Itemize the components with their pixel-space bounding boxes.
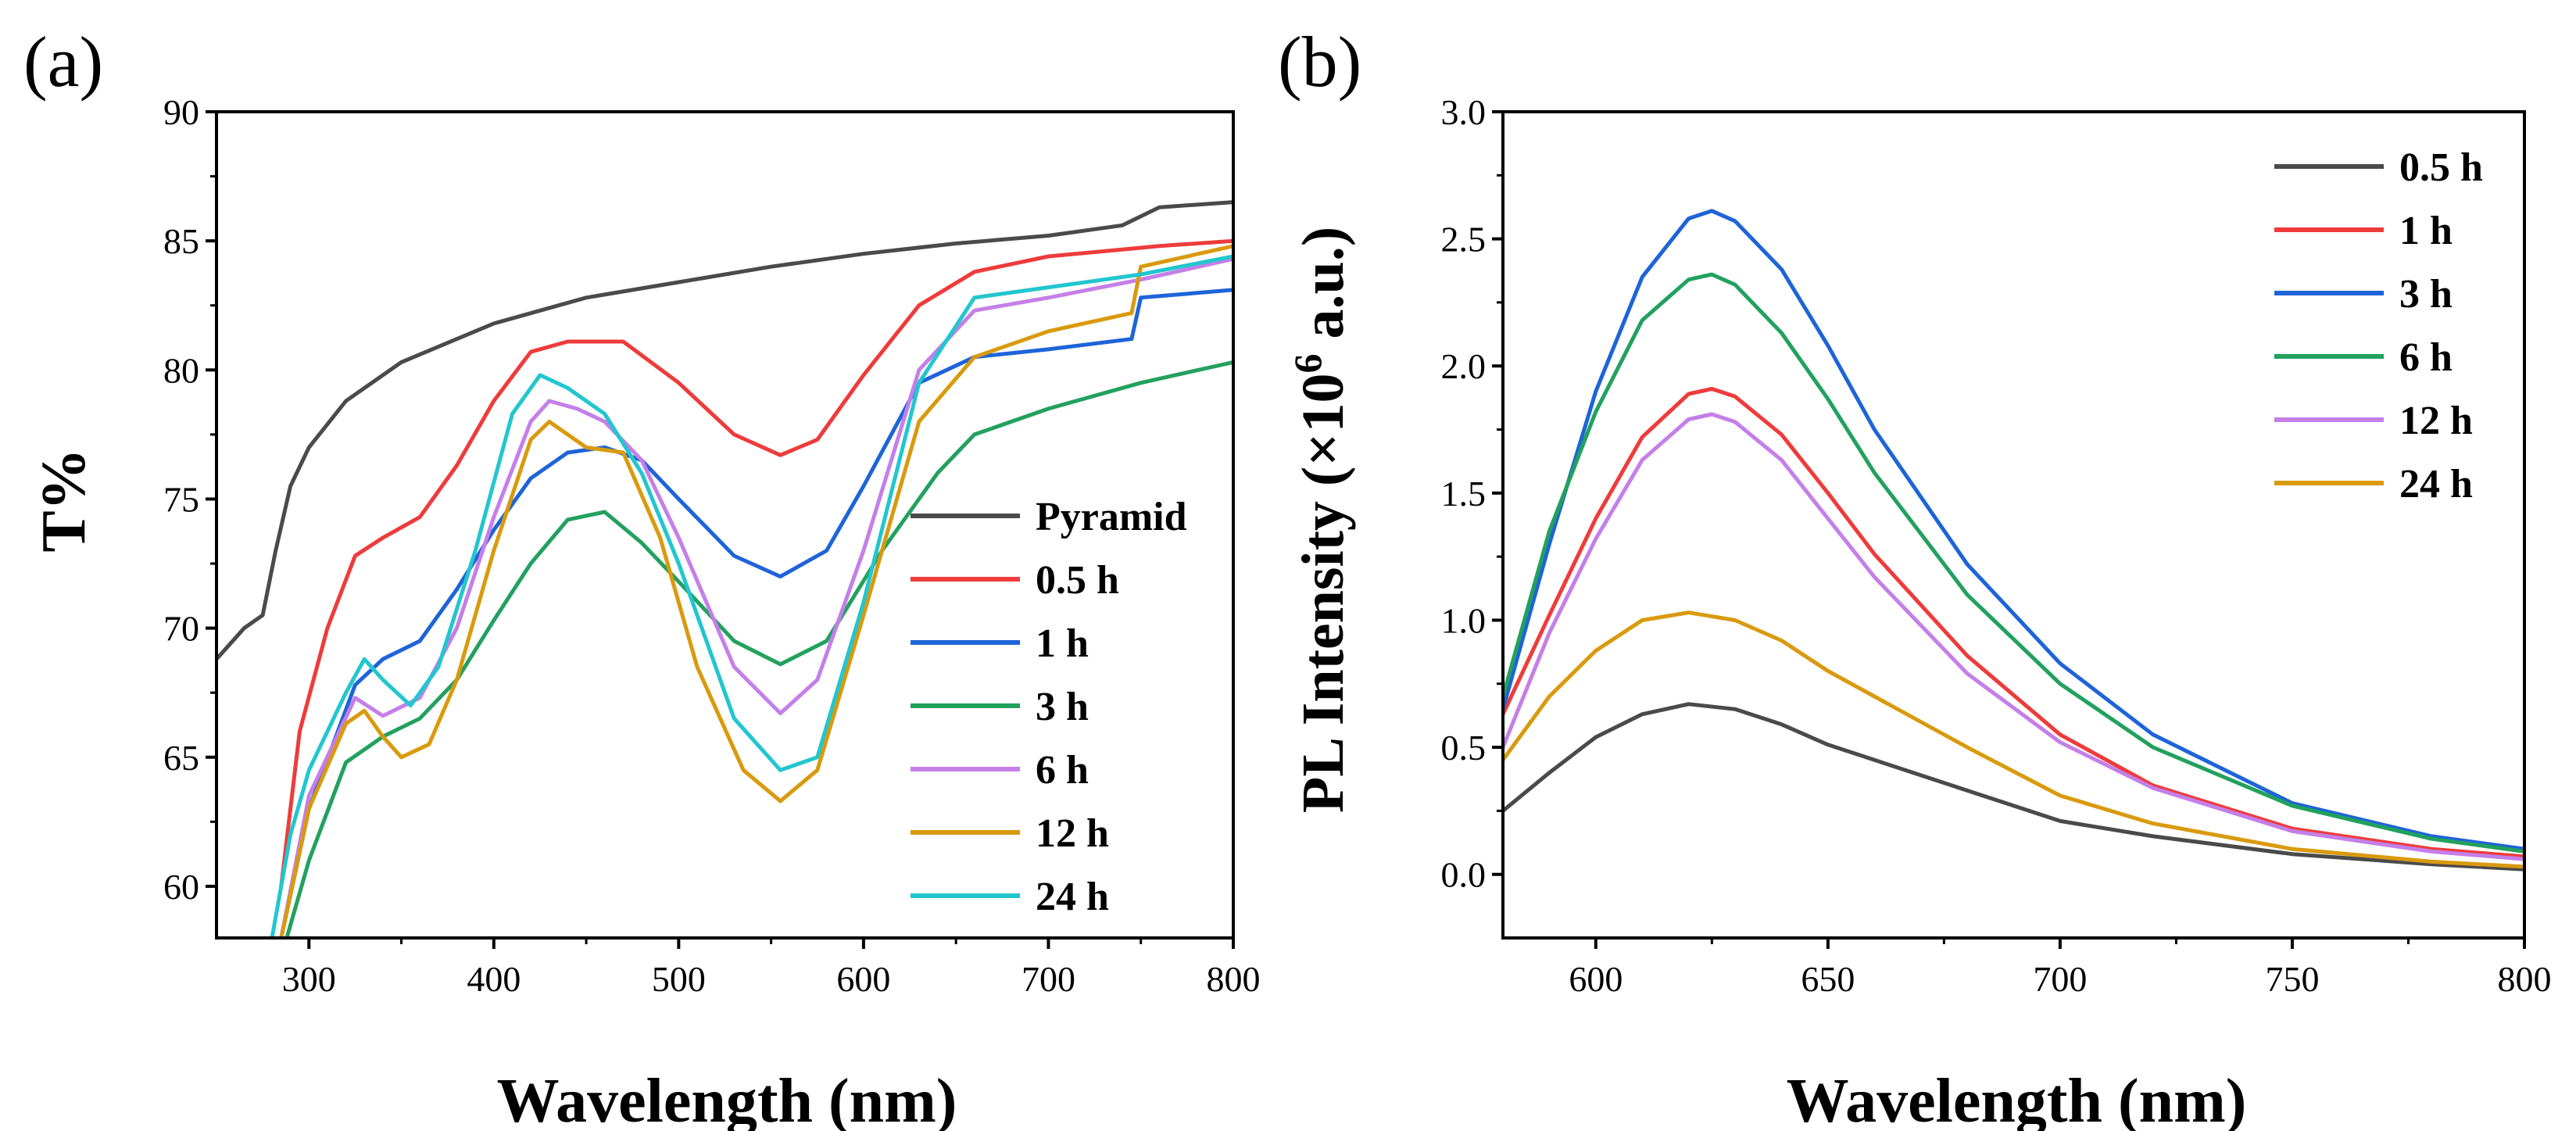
panel-b-y-tick-label: 2.5 [1441,220,1487,259]
panel-b-series-line-0 [1503,702,2524,872]
panel-a-letter: (a) [23,22,103,102]
panel-a-y-axis-label: T% [30,448,98,552]
panel-a-x-tick-label: 400 [467,959,521,999]
panel-a-x-tick-label: 700 [1021,959,1075,999]
panel-b-series-line-2 [1503,209,2524,851]
panel-a-axes-frame [215,110,1235,940]
panel-b-series-line-4 [1503,412,2524,861]
panel-b-y-label-superscript: 6 [1286,353,1329,373]
panel-a-y-tick-label: 85 [163,221,199,261]
panel-a-series-line-5 [279,244,1233,938]
panel-a-series-line-6 [270,254,1233,938]
panel-b-y-tick-label: 1.5 [1441,474,1487,514]
panel-b-legend-label-1: 1 h [2399,209,2453,253]
panel-a-x-axis-label: Wavelength (nm) [497,1067,957,1131]
panel-a-y-tick-label: 75 [163,479,199,519]
panel-a-y-tick-label: 60 [163,867,199,907]
panel-a-legend-label-6: 24 h [1036,875,1109,919]
panel-a-y-tick-label: 80 [163,350,199,390]
panel-b-y-tick-label: 2.0 [1441,346,1487,386]
panel-a-x-tick-label: 500 [652,959,706,999]
panel-b-series-line-3 [1503,272,2524,854]
panel-a-legend-label-5: 12 h [1036,811,1109,856]
panel-a-legend-label-1: 0.5 h [1036,558,1119,603]
panel-a-legend-label-2: 1 h [1036,621,1089,666]
panel-a-x-tick-label: 800 [1207,959,1261,999]
panel-b-y-tick-label: 0.0 [1441,855,1487,895]
panel-a-x-tick-label: 600 [836,959,890,999]
panel-a-legend-label-0: Pyramid [1036,495,1187,539]
panel-b-x-tick-label: 700 [2033,959,2087,999]
panel-b-x-tick-label: 650 [1801,959,1855,999]
panel-b-plot-area: 600 650 700 750 800 0.0 0.5 1.0 1.5 2.0 2.5 3.0 0.5 … [1441,92,2552,999]
panel-b-x-tick-label: 750 [2265,959,2319,999]
panel-b-legend-label-5: 24 h [2399,462,2473,506]
panel-b-y-label-tail: a.u.) [1290,227,1356,354]
panel-b-axes-frame [1501,110,2526,940]
panel-a-legend-label-4: 6 h [1036,748,1089,793]
panel-b-legend-label-0: 0.5 h [2399,145,2483,190]
panel-b-y-tick-label: 3.0 [1441,92,1487,132]
panel-a-x-tick-label: 300 [282,959,336,999]
panel-a-series-line-2 [279,288,1233,938]
panel-b-x-axis-label: Wavelength (nm) [1787,1067,2247,1131]
panel-b-y-tick-label: 0.5 [1441,728,1487,768]
panel-b-legend-label-3: 6 h [2399,335,2453,380]
panel-b-series-line-1 [1503,387,2524,859]
panel-b-y-tick-label: 1.0 [1441,600,1487,640]
panel-a-series-line-3 [284,360,1233,938]
panel-a-series-line-1 [279,238,1233,889]
panel-a-y-tick-label: 90 [163,92,199,132]
panel-a-series-line-0 [216,200,1233,661]
panel-b-series-line-5 [1503,610,2524,869]
panel-b-y-axis-label: PL Intensity (×106 a.u.) [1286,227,1356,813]
panel-a-y-tick-label: 65 [163,738,199,778]
panel-b-legend-label-2: 3 h [2399,272,2453,317]
panel-a-legend-label-3: 3 h [1036,685,1089,729]
panel-b-chart: (b) 600 650 700 750 800 0.0 0.5 1.0 1.5 2.0 2.5 3.0… [1278,22,2552,1131]
panel-a-chart: (a) 300 400 500 600 700 800 60 65 70 75 80 85 90 Pyra… [23,22,1261,1131]
panel-b-letter: (b) [1278,22,1361,102]
panel-b-y-label-main: PL Intensity (×10 [1290,373,1356,813]
panel-b-x-tick-label: 600 [1569,959,1623,999]
panel-a-plot-area: 300 400 500 600 700 800 60 65 70 75 80 85 90 Pyramid 0… [163,92,1261,999]
panel-a-y-tick-label: 70 [163,609,199,649]
panel-b-x-tick-label: 800 [2498,959,2552,999]
panel-b-legend-label-4: 12 h [2399,399,2473,443]
